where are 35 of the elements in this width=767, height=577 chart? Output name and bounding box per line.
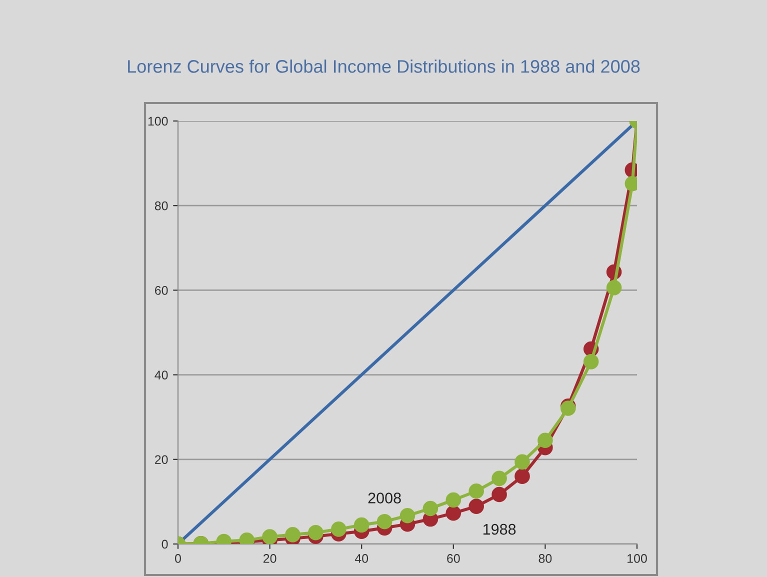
point (560, 400, 576, 416)
series-label: 1988 (483, 524, 516, 535)
point (538, 432, 553, 448)
y-tick-label: 0 (162, 540, 168, 549)
point (468, 498, 484, 514)
y-tick-label: 20 (155, 455, 168, 464)
point (583, 354, 599, 370)
x-tick-label: 0 (175, 554, 181, 563)
point (514, 468, 530, 484)
series-label: 2008 (368, 492, 401, 504)
point (446, 492, 462, 508)
x-tick-label: 80 (538, 554, 552, 563)
point (446, 505, 462, 521)
x-tick-label: 20 (263, 554, 276, 563)
point (376, 514, 392, 530)
point (331, 522, 346, 537)
y-tick-label: 100 (148, 116, 168, 126)
point (606, 280, 622, 296)
y-tick-label: 40 (154, 370, 168, 380)
y-tick-label: 60 (155, 286, 168, 295)
x-tick-label: 100 (628, 554, 647, 563)
point (492, 486, 507, 502)
point (422, 500, 438, 516)
point (354, 517, 370, 533)
x-tick-label: 40 (354, 554, 368, 563)
point (262, 529, 278, 544)
point (492, 470, 507, 486)
y-tick-label: 80 (154, 201, 168, 210)
x-tick-label: 60 (447, 554, 460, 563)
point (400, 508, 416, 524)
point (308, 524, 324, 540)
point (514, 454, 530, 470)
chart-title: Lorenz Curves for Global Income Distributions in 1988 and 2008 (128, 60, 640, 73)
point (285, 527, 300, 542)
point (468, 483, 484, 499)
